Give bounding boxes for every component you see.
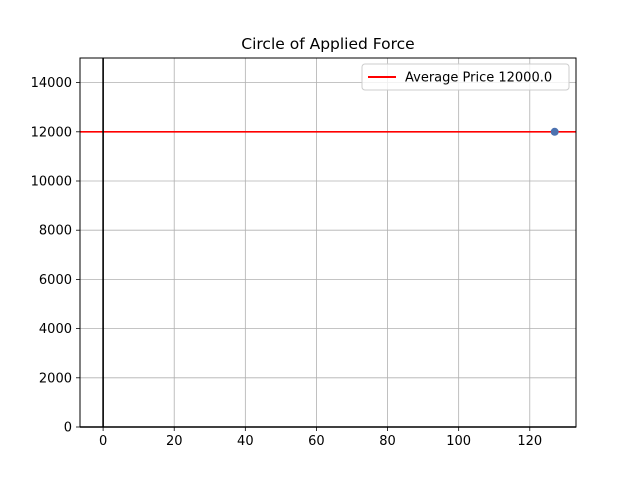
x-tick-label: 0 xyxy=(99,434,107,449)
y-tick-label: 0 xyxy=(64,421,72,436)
y-axis-ticks: 0 2000 4000 6000 8000 10000 12000 14000 xyxy=(31,76,80,436)
x-tick-label: 40 xyxy=(237,434,254,449)
plot-frame xyxy=(79,57,577,428)
x-tick-label: 60 xyxy=(308,434,325,449)
y-tick-label: 14000 xyxy=(31,76,72,91)
y-tick-label: 12000 xyxy=(31,125,72,140)
chart-title: Circle of Applied Force xyxy=(241,35,414,53)
x-tick-label: 80 xyxy=(379,434,396,449)
y-tick-label: 8000 xyxy=(39,224,72,239)
legend-label-average-price: Average Price 12000.0 xyxy=(405,71,552,86)
legend: Average Price 12000.0 xyxy=(361,63,570,91)
x-tick-label: 100 xyxy=(446,434,471,449)
x-axis-ticks: 0 20 40 60 80 100 120 xyxy=(99,427,542,449)
scatter-point xyxy=(550,127,559,136)
y-tick-label: 2000 xyxy=(39,371,72,386)
y-tick-label: 4000 xyxy=(39,322,72,337)
y-tick-label: 10000 xyxy=(31,175,72,190)
x-tick-label: 120 xyxy=(517,434,542,449)
y-tick-label: 6000 xyxy=(39,273,72,288)
scatter-points xyxy=(550,127,559,136)
x-tick-label: 20 xyxy=(166,434,183,449)
legend-box xyxy=(361,63,570,91)
